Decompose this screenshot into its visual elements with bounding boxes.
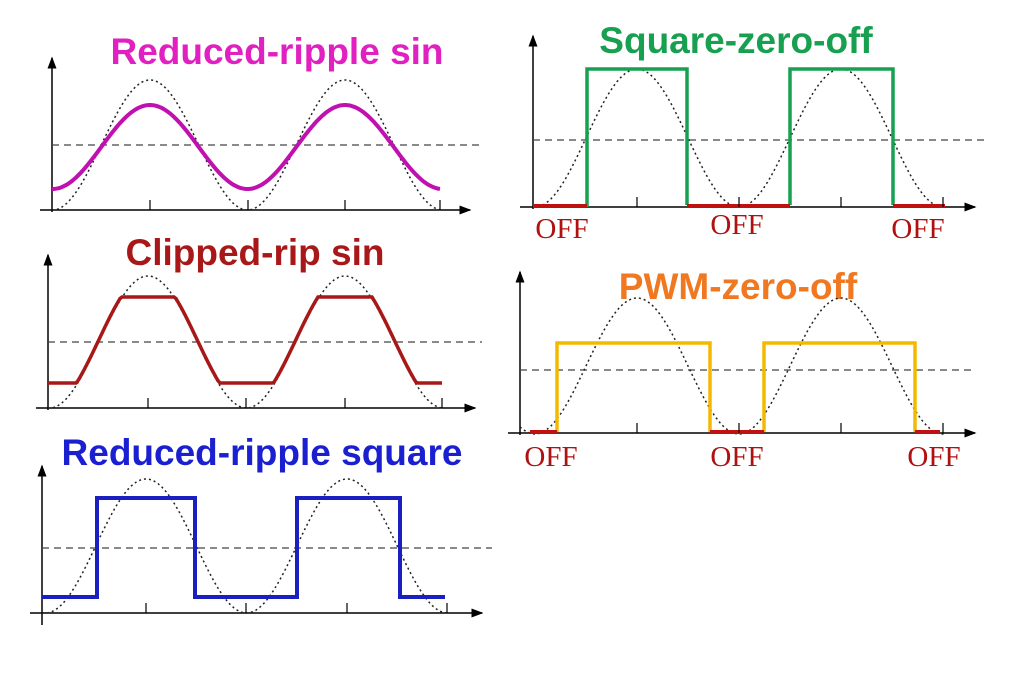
panel-title: Square-zero-off [599,20,873,61]
panel-title: PWM-zero-off [619,266,858,307]
panel-title: Reduced-ripple sin [110,31,443,72]
waveform [48,295,442,385]
waveform [52,102,441,191]
ticks [149,200,441,210]
ticks [636,423,944,433]
reference-sine [532,68,946,208]
off-label: OFF [891,213,944,245]
waveform [585,67,895,207]
panel-title: Reduced-ripple square [62,432,463,473]
reference-sine [519,297,944,435]
ticks [636,197,944,207]
off-label: OFF [535,213,588,245]
ticks [145,603,448,613]
off-label: OFF [524,441,577,473]
off-label: OFF [710,441,763,473]
panel-title: Clipped-rip sin [126,232,385,273]
reference-sine [41,478,449,614]
reference-sine [51,79,443,211]
off-label: OFF [710,209,763,241]
off-label: OFF [907,441,960,473]
ticks [147,398,443,408]
waveform [42,496,445,599]
waveform [555,341,917,432]
